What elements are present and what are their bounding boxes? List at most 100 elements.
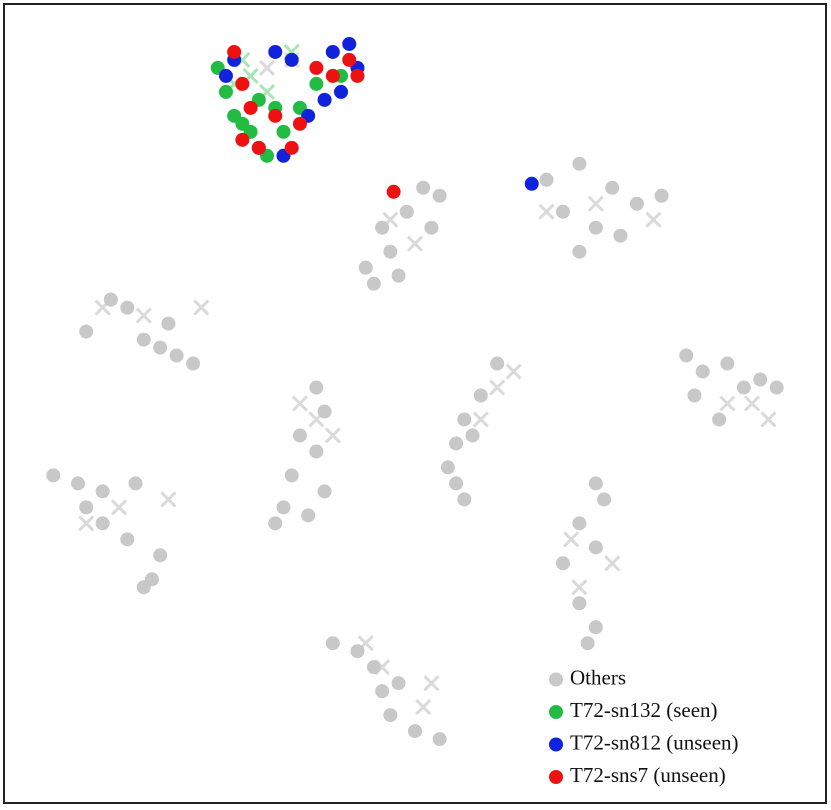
cross-point [571,579,588,596]
point [325,636,340,651]
cross-point [743,395,761,412]
cross-point [406,235,424,252]
point [292,428,307,443]
cross-point [604,555,621,572]
point [572,244,587,259]
point [588,540,603,555]
point [524,176,539,191]
point [317,92,332,107]
point [375,220,390,235]
legend-label: T72-sn132 (seen) [570,698,718,722]
point [720,356,735,371]
point [375,684,390,699]
point [687,388,702,403]
point [391,676,406,691]
point [268,516,283,531]
cross-point [415,699,432,716]
legend-marker [549,770,563,784]
point [325,44,340,59]
point [736,380,751,395]
cross-point [258,59,276,76]
point [70,476,85,491]
point [342,52,357,67]
point [465,428,480,443]
point [95,484,110,499]
point [386,184,401,199]
legend: Others T72-sn132 (seen) T72-sn812 (unseen)… [549,665,739,787]
point [103,292,118,307]
point [449,436,464,451]
point [605,180,620,195]
point [309,444,324,459]
point [136,580,151,595]
legend-marker [549,672,563,687]
point [276,500,291,515]
point [457,412,472,427]
point [251,140,266,155]
point [218,68,233,83]
legend-label: T72-sns7 (unseen) [570,763,726,787]
point [712,412,727,427]
point [613,228,628,243]
cross-point [135,307,152,324]
point [136,332,151,347]
point [588,220,603,235]
legend-label: T72-sn812 (unseen) [570,730,739,754]
point [432,188,447,203]
point [169,348,184,363]
point [408,724,422,739]
point [309,380,324,395]
point [243,100,258,115]
point [235,132,250,147]
point [539,172,554,187]
point [440,460,455,475]
cross-point [645,211,662,228]
point [284,468,299,483]
point [391,268,406,283]
point [572,156,587,171]
cross-point [78,515,95,532]
cross-point [111,499,128,516]
point [325,68,340,83]
point [284,52,299,67]
point [317,404,332,419]
point [235,116,250,131]
point [79,500,94,515]
point [399,204,414,219]
point [120,300,135,315]
point [654,188,669,203]
point [235,76,250,91]
point [588,476,603,491]
point [449,476,464,491]
point [572,596,587,611]
point [490,356,505,371]
point [342,36,357,51]
plot-frame [3,3,827,804]
cross-point [505,363,522,380]
point [555,556,570,571]
point [580,636,595,651]
point [629,196,644,211]
point [334,84,349,99]
point [79,324,94,339]
point [161,316,176,331]
point [292,116,307,131]
point [268,44,283,59]
point [366,276,381,291]
point [301,508,316,523]
point [95,516,110,531]
plot-area [46,36,784,747]
point [424,220,439,235]
point [366,660,381,675]
cross-point [760,411,777,428]
point [276,124,291,139]
legend-label: Others [570,665,626,689]
point [186,356,201,371]
cross-point [538,203,555,220]
point [120,532,135,547]
point [227,44,242,59]
cross-point [291,395,308,412]
point [473,388,488,403]
point [350,68,365,83]
